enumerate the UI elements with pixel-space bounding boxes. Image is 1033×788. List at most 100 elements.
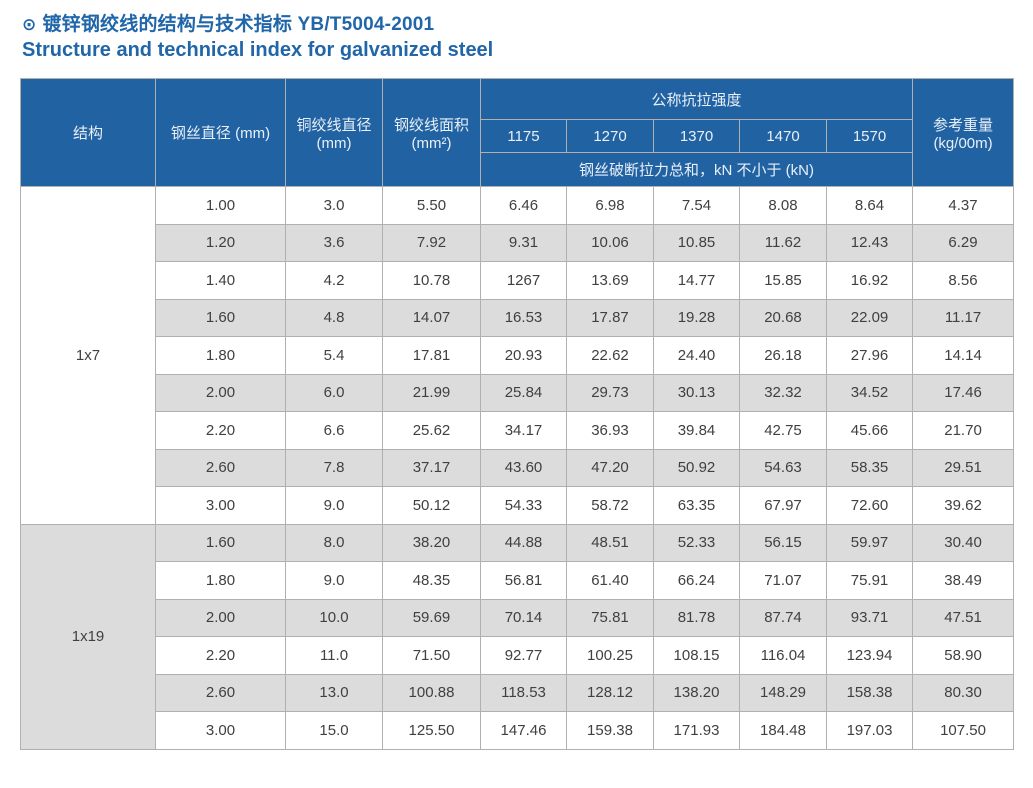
table-cell: 159.38	[566, 711, 654, 750]
strand-area-unit: (mm²)	[411, 134, 452, 152]
table-cell: 6.46	[480, 186, 567, 225]
table-cell: 27.96	[825, 336, 914, 375]
strength-value-header: 1175	[480, 119, 567, 153]
page-title-zh: ⊙ 镀锌钢绞线的结构与技术指标 YB/T5004-2001	[22, 12, 1033, 37]
table-cell: 54.63	[739, 448, 827, 487]
structure-cell: 1x7	[20, 186, 156, 525]
table-cell: 15.85	[739, 261, 827, 300]
table-cell: 4.37	[912, 186, 1015, 225]
table-row: 2.00 6.0 21.99 25.84 29.73 30.13 32.32 34.52 17.…	[21, 373, 1015, 412]
header-row-top: 结构 钢丝直径 (mm) 铜绞线直径 (mm) 钢绞线面积 (mm²) 公称抗拉…	[20, 78, 1015, 187]
strand-area-label: 钢绞线面积	[393, 116, 469, 134]
table-cell: 15.0	[285, 711, 383, 750]
strength-value-header: 1270	[566, 119, 654, 153]
table-cell: 138.20	[653, 673, 740, 712]
ref-weight-unit: (kg/00m)	[933, 134, 993, 152]
table-cell: 81.78	[653, 598, 740, 637]
table-cell: 11.17	[912, 298, 1015, 337]
table-cell: 25.62	[382, 411, 481, 450]
table-row: 2.20 11.0 71.50 92.77 100.25 108.15 116.04 123.…	[21, 636, 1015, 675]
table-cell: 3.6	[285, 223, 383, 262]
table-cell: 7.8	[285, 448, 383, 487]
table-cell: 1.60	[155, 523, 286, 562]
table-cell: 63.35	[653, 486, 740, 525]
table-cell: 8.0	[285, 523, 383, 562]
table-cell: 9.31	[480, 223, 567, 262]
table-cell: 16.92	[825, 261, 914, 300]
table-cell: 158.38	[825, 673, 914, 712]
table-cell: 20.93	[480, 336, 567, 375]
page-title-en: Structure and technical index for galvan…	[22, 39, 494, 61]
col-header-strand-diameter: 铜绞线直径 (mm)	[285, 78, 383, 187]
table-cell: 108.15	[653, 636, 740, 675]
table-row: 3.00 9.0 50.12 54.33 58.72 63.35 67.97 72.60 39.…	[21, 486, 1015, 525]
table-cell: 37.17	[382, 448, 481, 487]
table-cell: 59.97	[825, 523, 914, 562]
table-cell: 56.81	[480, 561, 567, 600]
ref-weight-label: 参考重量	[933, 116, 994, 134]
table-cell: 25.84	[480, 373, 567, 412]
table-cell: 147.46	[480, 711, 567, 750]
table-cell: 20.68	[739, 298, 827, 337]
table-cell: 4.8	[285, 298, 383, 337]
table-cell: 44.88	[480, 523, 567, 562]
table-cell: 22.62	[566, 336, 654, 375]
table-cell: 80.30	[912, 673, 1015, 712]
col-header-wire-diameter: 钢丝直径 (mm)	[155, 78, 286, 187]
table-cell: 5.4	[285, 336, 383, 375]
table-cell: 36.93	[566, 411, 654, 450]
table-cell: 92.77	[480, 636, 567, 675]
table-cell: 26.18	[739, 336, 827, 375]
header-row-note: 钢丝破断拉力总和，kN 不小于 (kN)	[21, 152, 1014, 187]
table-cell: 52.33	[653, 523, 740, 562]
col-header-strand-area: 钢绞线面积 (mm²)	[382, 78, 481, 187]
table-cell: 48.51	[566, 523, 654, 562]
table-cell: 22.09	[825, 298, 914, 337]
table-row: 1.80 5.4 17.81 20.93 22.62 24.40 26.18 27.96 14.…	[21, 336, 1015, 375]
table-cell: 47.51	[912, 598, 1015, 637]
table-cell: 1.60	[155, 298, 286, 337]
table-cell: 29.73	[566, 373, 654, 412]
table-cell: 184.48	[739, 711, 827, 750]
table-cell: 72.60	[825, 486, 914, 525]
strength-value-header: 1370	[653, 119, 740, 153]
table-cell: 171.93	[653, 711, 740, 750]
table-cell: 17.46	[912, 373, 1015, 412]
table-cell: 45.66	[825, 411, 914, 450]
table-cell: 6.0	[285, 373, 383, 412]
table-cell: 34.17	[480, 411, 567, 450]
table-cell: 21.70	[912, 411, 1015, 450]
header-row-strength-values: 1175 1270 1370 1470 1570	[21, 119, 1014, 153]
table-cell: 118.53	[480, 673, 567, 712]
strength-value-header: 1570	[825, 119, 914, 153]
table-cell: 66.24	[653, 561, 740, 600]
table-cell: 2.00	[155, 598, 286, 637]
table-cell: 6.29	[912, 223, 1015, 262]
table-cell: 1.80	[155, 561, 286, 600]
table-cell: 100.88	[382, 673, 481, 712]
table-cell: 59.69	[382, 598, 481, 637]
table-cell: 2.00	[155, 373, 286, 412]
table-cell: 1267	[480, 261, 567, 300]
table-cell: 75.81	[566, 598, 654, 637]
table-cell: 197.03	[825, 711, 914, 750]
structure-cell: 1x19	[20, 523, 156, 750]
table-cell: 13.0	[285, 673, 383, 712]
table-row: 1.80 9.0 48.35 56.81 61.40 66.24 71.07 75.91 38.…	[21, 561, 1015, 600]
table-cell: 6.6	[285, 411, 383, 450]
table-cell: 70.14	[480, 598, 567, 637]
col-header-tensile-strength: 公称抗拉强度	[479, 78, 914, 120]
table-cell: 7.54	[653, 186, 740, 225]
table-row: 1.60 4.8 14.07 16.53 17.87 19.28 20.68 22.09 11.…	[21, 298, 1015, 337]
table-cell: 9.0	[285, 486, 383, 525]
table-cell: 10.85	[653, 223, 740, 262]
table-cell: 93.71	[825, 598, 914, 637]
table-row: 2.20 6.6 25.62 34.17 36.93 39.84 42.75 45.66 21.…	[21, 411, 1015, 450]
table-cell: 1.20	[155, 223, 286, 262]
table-cell: 128.12	[566, 673, 654, 712]
table-cell: 87.74	[739, 598, 827, 637]
table-cell: 2.20	[155, 411, 286, 450]
table-cell: 42.75	[739, 411, 827, 450]
table-cell: 29.51	[912, 448, 1015, 487]
